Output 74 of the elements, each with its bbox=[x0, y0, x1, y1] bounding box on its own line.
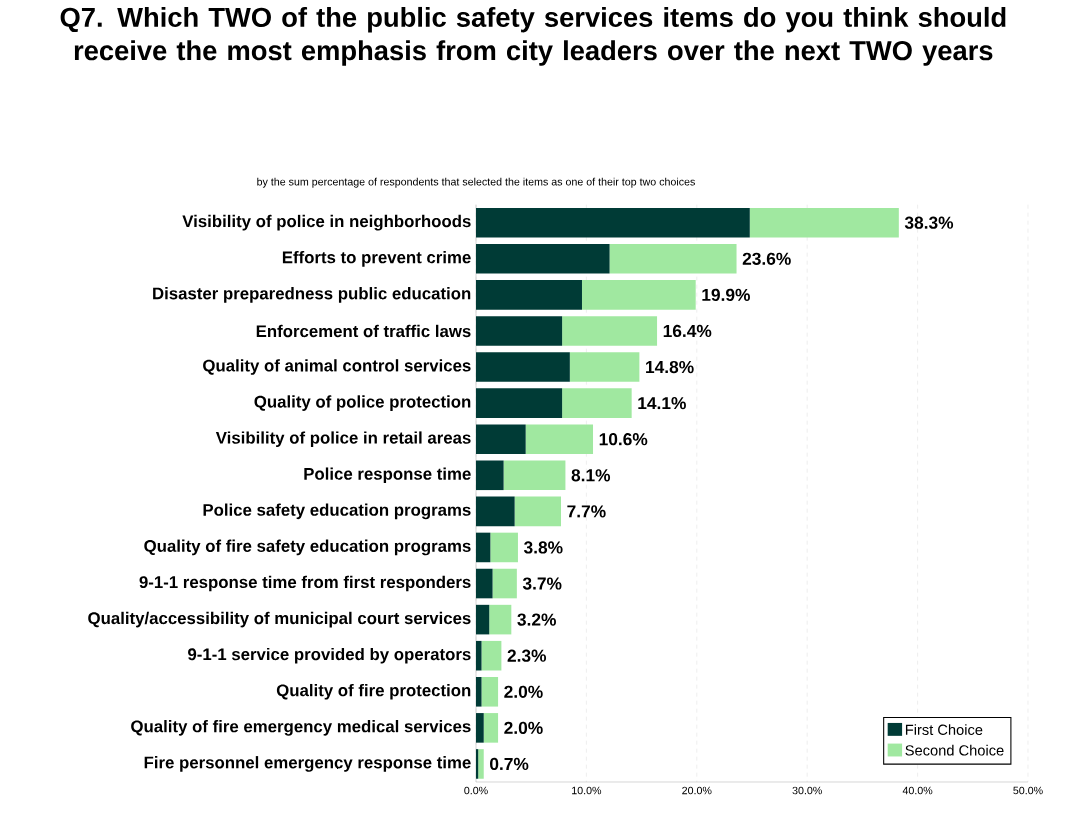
y-tick-label: Quality of fire protection bbox=[276, 683, 471, 700]
total-label: 10.6% bbox=[599, 433, 648, 446]
bar bbox=[476, 244, 610, 274]
bar bbox=[476, 676, 482, 707]
y-tick-label: Quality of fire emergency medical services bbox=[131, 720, 471, 736]
bar bbox=[476, 460, 504, 491]
y-tick-label: Efforts to prevent crime bbox=[282, 250, 471, 267]
bar bbox=[478, 749, 484, 779]
bar bbox=[609, 244, 737, 274]
y-tick-label: Visibility of police in neighborhoods bbox=[182, 214, 471, 231]
legend-label: First Choice bbox=[905, 724, 983, 735]
bar bbox=[562, 316, 658, 346]
bar bbox=[476, 496, 515, 527]
bar bbox=[490, 532, 518, 563]
bar bbox=[476, 316, 563, 346]
bar bbox=[476, 424, 526, 454]
total-label: 3.8% bbox=[523, 541, 563, 554]
total-label: 14.1% bbox=[638, 397, 686, 410]
y-tick-label: Police safety education programs bbox=[203, 503, 471, 520]
bar bbox=[476, 640, 482, 671]
total-label: 3.7% bbox=[522, 577, 562, 590]
y-tick-label: Quality of fire safety education programs bbox=[144, 539, 471, 556]
x-tick-label: 20.0% bbox=[682, 786, 712, 795]
total-label: 2.3% bbox=[507, 649, 547, 662]
total-label: 7.7% bbox=[567, 505, 606, 518]
total-label: 38.3% bbox=[904, 216, 954, 229]
bar bbox=[476, 568, 493, 599]
bar bbox=[476, 749, 479, 779]
bar bbox=[476, 532, 491, 563]
bar bbox=[489, 604, 512, 635]
bar bbox=[476, 207, 750, 238]
y-tick-label: Visibility of police in retail areas bbox=[215, 431, 471, 448]
total-label: 14.8% bbox=[646, 360, 694, 374]
total-label: 23.6% bbox=[742, 252, 791, 265]
bar bbox=[581, 280, 696, 310]
bar bbox=[483, 713, 499, 743]
total-label: 19.9% bbox=[702, 288, 750, 302]
y-tick-label: Fire personnel emergency response time bbox=[144, 756, 471, 772]
y-tick-label: Quality of police protection bbox=[254, 395, 471, 411]
x-tick-label: 0.0% bbox=[464, 786, 488, 795]
bar bbox=[525, 424, 594, 454]
y-tick-label: 9-1-1 response time from first responders bbox=[139, 575, 471, 592]
bar bbox=[481, 676, 499, 707]
y-tick-label: Quality/accessibility of municipal court services bbox=[88, 611, 471, 628]
total-label: 3.2% bbox=[517, 613, 556, 626]
bar bbox=[562, 388, 632, 418]
x-tick-label: 50.0% bbox=[1013, 786, 1043, 795]
bar bbox=[476, 388, 563, 418]
bar bbox=[514, 496, 562, 527]
y-tick-label: Enforcement of traffic laws bbox=[256, 324, 471, 338]
x-tick-label: 40.0% bbox=[902, 786, 933, 795]
total-label: 2.0% bbox=[504, 685, 543, 698]
y-tick-label: Quality of animal control services bbox=[203, 359, 471, 375]
total-label: 16.4% bbox=[663, 324, 712, 338]
total-label: 0.7% bbox=[490, 757, 529, 771]
total-label: 8.1% bbox=[571, 469, 611, 482]
chart-subtitle: by the sum percentage of respondents that selected the items as one of their top two choices bbox=[257, 177, 695, 188]
bar bbox=[476, 280, 582, 310]
bar bbox=[749, 207, 899, 238]
total-label: 2.0% bbox=[504, 721, 543, 734]
bar bbox=[476, 352, 570, 382]
y-tick-label: 9-1-1 service provided by operators bbox=[188, 647, 471, 664]
bar bbox=[492, 568, 517, 599]
x-tick-label: 10.0% bbox=[572, 786, 602, 795]
bar bbox=[476, 713, 484, 743]
y-tick-label: Police response time bbox=[304, 467, 471, 484]
x-tick-label: 30.0% bbox=[792, 786, 822, 795]
bar bbox=[476, 604, 490, 635]
y-tick-label: Disaster preparedness public education bbox=[153, 287, 471, 303]
bar bbox=[503, 460, 566, 491]
bar bbox=[481, 640, 502, 671]
chart-title: Q7. Which TWO of the public safety services items do you think should receive the most emphasis from city leaders over the next TWO years bbox=[60, 6, 1006, 66]
legend-label: Second Choice bbox=[905, 744, 1004, 756]
bar bbox=[569, 352, 640, 382]
